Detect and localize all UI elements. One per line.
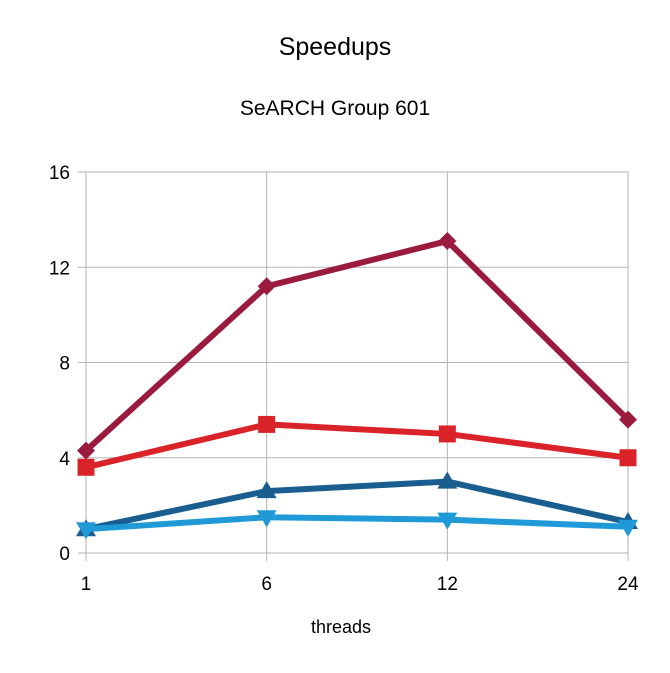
series-2 <box>77 415 637 476</box>
data-point <box>438 232 457 251</box>
axes <box>78 171 629 561</box>
chart-title: Speedups <box>278 33 392 61</box>
data-point <box>258 415 276 433</box>
series-4 <box>76 510 638 540</box>
data-point <box>256 510 277 528</box>
y-tick-label: 8 <box>59 354 70 375</box>
series-line <box>85 514 629 533</box>
data-point <box>619 410 637 429</box>
y-tick-label: 4 <box>59 449 70 470</box>
x-axis-label: threads <box>311 617 371 637</box>
series-line <box>85 421 629 471</box>
data-point <box>438 425 456 443</box>
series-line <box>85 478 629 533</box>
grid <box>85 171 629 554</box>
chart-subtitle: SeARCH Group 601 <box>239 97 431 120</box>
data-point <box>437 512 458 530</box>
series-1 <box>77 232 637 460</box>
series-line <box>83 238 631 453</box>
x-tick-label: 1 <box>81 574 92 595</box>
data-point <box>77 441 95 460</box>
data-point <box>619 449 637 467</box>
data-point <box>257 277 276 296</box>
plot-area-border <box>85 171 629 554</box>
data-point <box>76 522 96 540</box>
data-point <box>256 481 277 499</box>
data-point <box>618 519 638 537</box>
y-tick-label: 0 <box>59 544 70 565</box>
x-tick-label: 6 <box>261 574 272 595</box>
data-point <box>437 471 458 489</box>
y-tick-label: 16 <box>49 163 70 184</box>
series-group <box>76 232 638 540</box>
x-tick-label: 12 <box>437 574 458 595</box>
y-tick-label: 12 <box>49 258 70 279</box>
x-tick-labels: 1 6 12 24 <box>81 574 639 595</box>
x-tick-label: 24 <box>617 574 639 595</box>
y-tick-labels: 0 4 8 12 16 <box>49 163 71 565</box>
data-point <box>77 458 95 476</box>
